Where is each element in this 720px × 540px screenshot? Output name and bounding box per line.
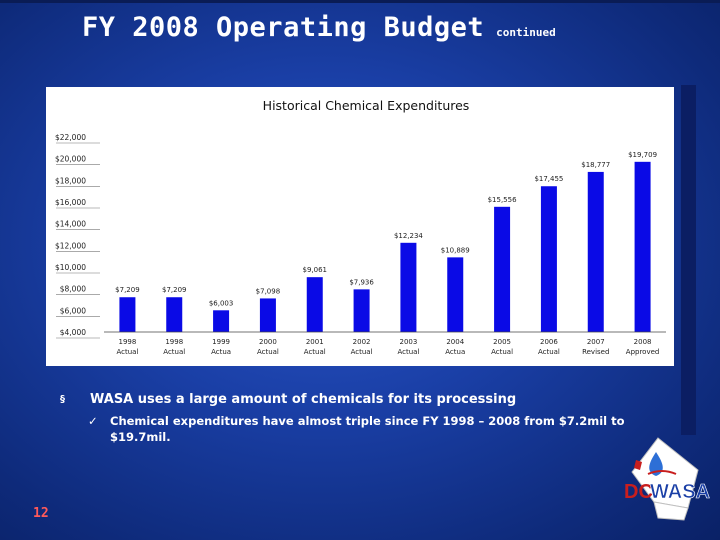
bar-value-label: $17,455 xyxy=(534,175,563,183)
bar xyxy=(166,297,183,332)
bar xyxy=(306,277,323,332)
y-tick-label: $14,000 xyxy=(55,220,86,229)
bullet-sub-text: Chemical expenditures have almost triple… xyxy=(110,414,625,444)
bar xyxy=(540,186,557,332)
x-tick-label-year: 1998 xyxy=(165,338,183,346)
x-axis: 1998 Actual 1998 Actual 1999 Actua 2000 Actual 2… xyxy=(104,331,666,356)
bar-value-label: $7,936 xyxy=(349,278,374,286)
dc-map-drop-icon: DC WASA xyxy=(624,437,710,521)
x-tick-label-status: Actual xyxy=(538,348,560,356)
checkmark-icon: ✓ xyxy=(88,414,98,428)
bar-value-label: $15,556 xyxy=(488,196,517,204)
dcwasa-logo: DC WASA xyxy=(618,430,716,534)
chart-title: Historical Chemical Expenditures xyxy=(263,98,470,113)
bar-value-label: $7,209 xyxy=(115,286,139,294)
bullet-marker-icon: § xyxy=(60,394,65,405)
title-bar: FY 2008 Operating Budget continued xyxy=(82,12,556,52)
bar-value-label: $12,234 xyxy=(394,232,423,240)
bar xyxy=(447,257,464,332)
y-tick-label: $16,000 xyxy=(55,198,86,207)
y-tick-label: $10,000 xyxy=(55,263,86,272)
logo-dc-text: DC xyxy=(624,481,653,503)
x-tick-label-year: 2007 xyxy=(587,338,605,346)
logo-wasa-text: WASA xyxy=(650,481,710,503)
x-tick-label-status: Actual xyxy=(163,348,185,356)
bar-chart: Historical Chemical Expenditures $4,000$… xyxy=(55,98,666,356)
chart-panel: Historical Chemical Expenditures $4,000 $… xyxy=(46,87,674,366)
bullet-main: § WASA uses a large amount of chemicals … xyxy=(60,392,660,407)
y-tick-label: $12,000 xyxy=(55,241,86,250)
x-tick-label-year: 2004 xyxy=(446,338,464,346)
bar xyxy=(587,171,604,332)
bullet-list: § WASA uses a large amount of chemicals … xyxy=(60,392,660,445)
bar xyxy=(259,298,276,332)
bar xyxy=(400,242,417,332)
bars-group: $7,209 $7,209 $6,003 $7,098 $9,061 $7,936 $12,… xyxy=(115,151,657,332)
x-tick-label-status: Actual xyxy=(257,348,279,356)
bar xyxy=(494,206,511,332)
y-tick-label: $8,000 xyxy=(60,285,86,294)
bar-value-label: $18,777 xyxy=(581,161,610,169)
y-tick-label: $18,000 xyxy=(55,176,86,185)
accent-bar xyxy=(681,85,696,435)
bar xyxy=(213,310,230,332)
x-tick-label-status: Revised xyxy=(582,348,609,356)
y-tick-label: $4,000 xyxy=(60,328,86,337)
bar-value-label: $9,061 xyxy=(303,266,328,274)
bar-value-label: $7,098 xyxy=(256,287,281,295)
x-tick-label-year: 1998 xyxy=(119,338,137,346)
bar-value-label: $10,889 xyxy=(441,246,470,254)
x-tick-label-year: 2000 xyxy=(259,338,277,346)
bar xyxy=(353,289,370,332)
x-tick-label-year: 2006 xyxy=(540,338,558,346)
slide-title: FY 2008 Operating Budget xyxy=(82,12,485,43)
x-tick-label-status: Actual xyxy=(351,348,373,356)
x-tick-label-status: Approved xyxy=(626,348,660,356)
x-tick-label-year: 2008 xyxy=(634,338,652,346)
bar xyxy=(119,297,136,332)
x-tick-label-status: Actual xyxy=(304,348,326,356)
bullet-sub: ✓ Chemical expenditures have almost trip… xyxy=(88,413,660,445)
bar xyxy=(634,161,651,332)
x-tick-label-status: Actual xyxy=(116,348,138,356)
top-border xyxy=(0,0,720,3)
x-tick-label-status: Actual xyxy=(491,348,513,356)
page-number: 12 xyxy=(33,506,49,521)
slide-subtitle: continued xyxy=(496,26,556,39)
bar-value-label: $19,709 xyxy=(628,151,657,159)
y-tick-label: $20,000 xyxy=(55,155,86,164)
x-tick-label-status: Actual xyxy=(397,348,419,356)
x-tick-label-year: 2002 xyxy=(353,338,371,346)
bullet-main-text: WASA uses a large amount of chemicals fo… xyxy=(90,392,517,407)
x-tick-label-year: 1999 xyxy=(212,338,230,346)
bar-value-label: $6,003 xyxy=(209,299,234,307)
y-axis: $4,000 $6,000 $8,000 $10,000 $12,000 $14,000 $… xyxy=(55,133,100,339)
y-tick-label: $22,000 xyxy=(55,133,86,142)
x-tick-label-year: 2005 xyxy=(493,338,511,346)
y-tick-label: $6,000 xyxy=(60,306,86,315)
bar-value-label: $7,209 xyxy=(162,286,187,294)
x-tick-label-year: 2003 xyxy=(400,338,418,346)
x-tick-label-status: Actua xyxy=(445,348,465,356)
x-tick-label-status: Actua xyxy=(211,348,231,356)
x-tick-label-year: 2001 xyxy=(306,338,324,346)
